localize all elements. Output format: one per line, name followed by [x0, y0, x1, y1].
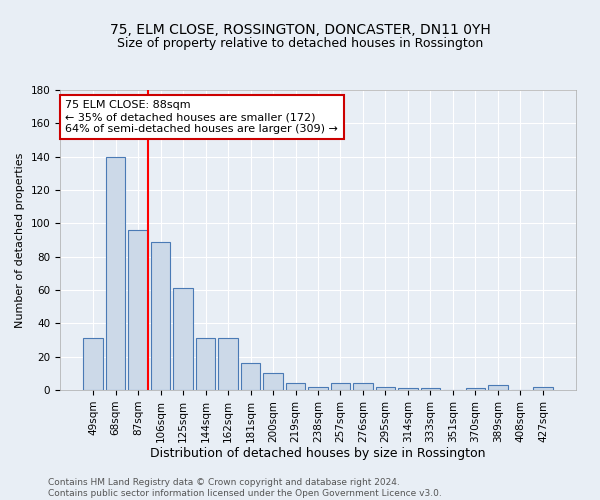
Bar — [173, 288, 193, 390]
Bar — [398, 388, 418, 390]
Bar — [286, 384, 305, 390]
Bar — [376, 386, 395, 390]
Bar — [218, 338, 238, 390]
Bar — [128, 230, 148, 390]
Bar — [353, 384, 373, 390]
Bar — [241, 364, 260, 390]
Bar — [308, 386, 328, 390]
Bar — [466, 388, 485, 390]
Y-axis label: Number of detached properties: Number of detached properties — [15, 152, 25, 328]
Bar — [488, 385, 508, 390]
Text: 75, ELM CLOSE, ROSSINGTON, DONCASTER, DN11 0YH: 75, ELM CLOSE, ROSSINGTON, DONCASTER, DN… — [110, 22, 490, 36]
Bar — [196, 338, 215, 390]
Bar — [106, 156, 125, 390]
Text: 75 ELM CLOSE: 88sqm
← 35% of detached houses are smaller (172)
64% of semi-detac: 75 ELM CLOSE: 88sqm ← 35% of detached ho… — [65, 100, 338, 134]
Bar — [331, 384, 350, 390]
Bar — [83, 338, 103, 390]
X-axis label: Distribution of detached houses by size in Rossington: Distribution of detached houses by size … — [150, 448, 486, 460]
Bar — [533, 386, 553, 390]
Text: Size of property relative to detached houses in Rossington: Size of property relative to detached ho… — [117, 38, 483, 51]
Text: Contains HM Land Registry data © Crown copyright and database right 2024.
Contai: Contains HM Land Registry data © Crown c… — [48, 478, 442, 498]
Bar — [263, 374, 283, 390]
Bar — [421, 388, 440, 390]
Bar — [151, 242, 170, 390]
